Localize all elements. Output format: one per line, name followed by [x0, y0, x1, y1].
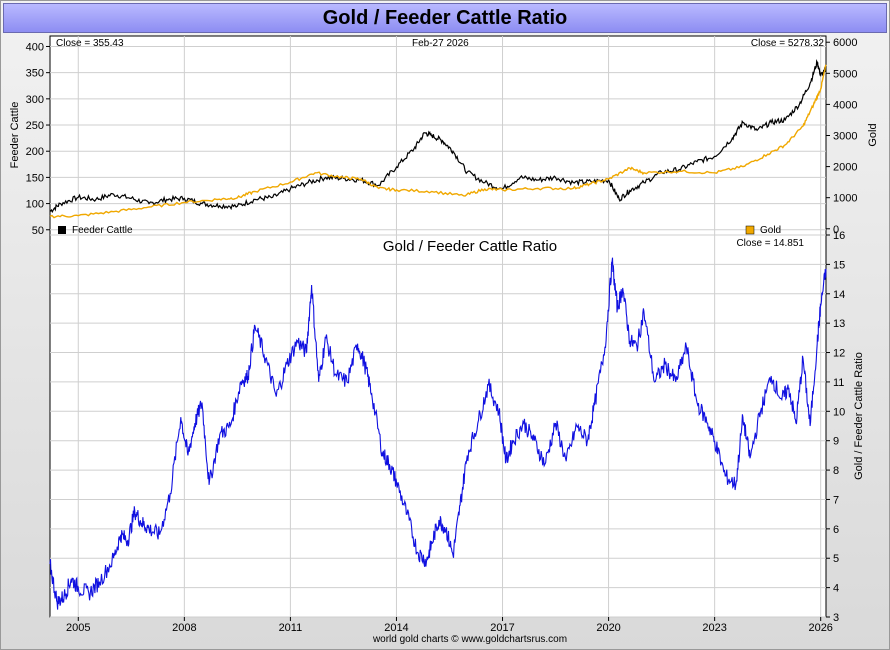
upper-grid [50, 36, 826, 235]
lower-right-tick-label: 8 [833, 465, 839, 477]
upper-left-axis: 50 100 150 200 250 300 350 400 [26, 41, 50, 237]
lower-right-axis: 3 4 5 6 7 8 9 10 11 12 13 14 15 16 [826, 230, 845, 624]
upper-right-tick-label: 1000 [833, 193, 857, 205]
x-tick-label: 2023 [702, 622, 726, 634]
x-tick-label: 2014 [384, 622, 408, 634]
upper-left-tick-label: 200 [26, 146, 44, 158]
lower-right-tick-label: 9 [833, 436, 839, 448]
lower-right-tick-label: 10 [833, 406, 845, 418]
upper-left-tick-label: 250 [26, 120, 44, 132]
upper-right-tick-label: 5000 [833, 68, 857, 80]
x-tick-label: 2020 [596, 622, 620, 634]
lower-right-ylabel: Gold / Feeder Cattle Ratio [853, 352, 865, 480]
upper-right-tick-label: 3000 [833, 131, 857, 143]
legend-cattle-label: Feeder Cattle [72, 225, 133, 236]
lower-plot-area [49, 234, 827, 618]
upper-right-tick-label: 0 [833, 224, 839, 236]
footer-credit: world gold charts © www.goldchartsrus.co… [372, 634, 567, 645]
x-tick-label: 2008 [172, 622, 196, 634]
ratio-line [49, 257, 827, 610]
gold-line [49, 64, 827, 219]
x-tick-label: 2005 [66, 622, 90, 634]
legend-gold-swatch [745, 225, 755, 235]
lower-right-tick-label: 15 [833, 259, 845, 271]
x-tick-label: 2026 [808, 622, 832, 634]
x-tick-label: 2011 [279, 622, 303, 634]
lower-right-tick-label: 12 [833, 348, 845, 360]
legend-cattle-swatch [58, 226, 66, 234]
lower-right-tick-label: 4 [833, 583, 839, 595]
legend-gold-label: Gold [760, 225, 781, 236]
lower-right-tick-label: 3 [833, 612, 839, 624]
lower-close: Close = 14.851 [736, 238, 804, 249]
upper-left-tick-label: 350 [26, 68, 44, 80]
upper-right-axis: 0 1000 2000 3000 4000 5000 6000 [826, 37, 857, 236]
upper-left-tick-label: 100 [26, 199, 44, 211]
lower-title: Gold / Feeder Cattle Ratio [383, 238, 557, 255]
lower-right-tick-label: 13 [833, 318, 845, 330]
lower-right-tick-label: 6 [833, 524, 839, 536]
lower-right-tick-label: 14 [833, 289, 845, 301]
x-tick-label: 2017 [490, 622, 514, 634]
upper-left-tick-label: 400 [26, 41, 44, 53]
upper-right-tick-label: 4000 [833, 99, 857, 111]
upper-right-tick-label: 2000 [833, 162, 857, 174]
upper-right-tick-label: 6000 [833, 37, 857, 49]
upper-left-tick-label: 300 [26, 94, 44, 106]
x-axis: 2005 2008 2011 2014 2017 2020 2023 2026 [66, 617, 833, 634]
upper-left-ylabel: Feeder Cattle [9, 102, 21, 169]
upper-close-right: Close = 5278.32 [751, 38, 825, 49]
page-title: Gold / Feeder Cattle Ratio [3, 3, 887, 33]
lower-grid [50, 234, 826, 618]
lower-right-tick-label: 11 [833, 377, 844, 389]
lower-right-tick-label: 7 [833, 494, 839, 506]
upper-left-tick-label: 150 [26, 172, 44, 184]
lower-right-tick-label: 16 [833, 230, 845, 242]
upper-plot-area [49, 35, 827, 236]
upper-date: Feb-27 2026 [412, 38, 469, 49]
lower-right-tick-label: 5 [833, 553, 839, 565]
upper-left-tick-label: 50 [32, 225, 44, 237]
upper-right-ylabel: Gold [867, 123, 879, 146]
upper-close-left: Close = 355.43 [56, 38, 124, 49]
